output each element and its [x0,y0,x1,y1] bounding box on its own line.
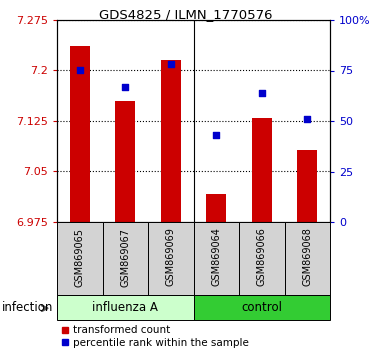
Legend: transformed count, percentile rank within the sample: transformed count, percentile rank withi… [60,325,249,348]
Bar [57,222,102,295]
Bar [252,118,272,222]
Text: GSM869064: GSM869064 [211,228,221,286]
Bar [69,46,90,222]
Point [259,90,265,96]
Bar [206,194,226,222]
Text: control: control [241,301,282,314]
Bar [285,222,330,295]
Text: GSM869067: GSM869067 [120,228,130,286]
Bar [194,295,330,320]
Bar [297,150,318,222]
Bar [148,222,194,295]
Point [213,132,219,138]
Point [304,116,310,122]
Text: GSM869068: GSM869068 [302,228,312,286]
Point [77,68,83,73]
Text: infection: infection [2,301,53,314]
Point [168,62,174,67]
Bar [161,61,181,222]
Text: GDS4825 / ILMN_1770576: GDS4825 / ILMN_1770576 [99,8,272,21]
Bar [239,222,285,295]
Bar [194,222,239,295]
Bar [57,295,194,320]
Text: GSM869065: GSM869065 [75,228,85,286]
Text: GSM869069: GSM869069 [166,228,176,286]
Bar [102,222,148,295]
Bar [115,101,135,222]
Point [122,84,128,90]
Text: influenza A: influenza A [92,301,158,314]
Text: GSM869066: GSM869066 [257,228,267,286]
